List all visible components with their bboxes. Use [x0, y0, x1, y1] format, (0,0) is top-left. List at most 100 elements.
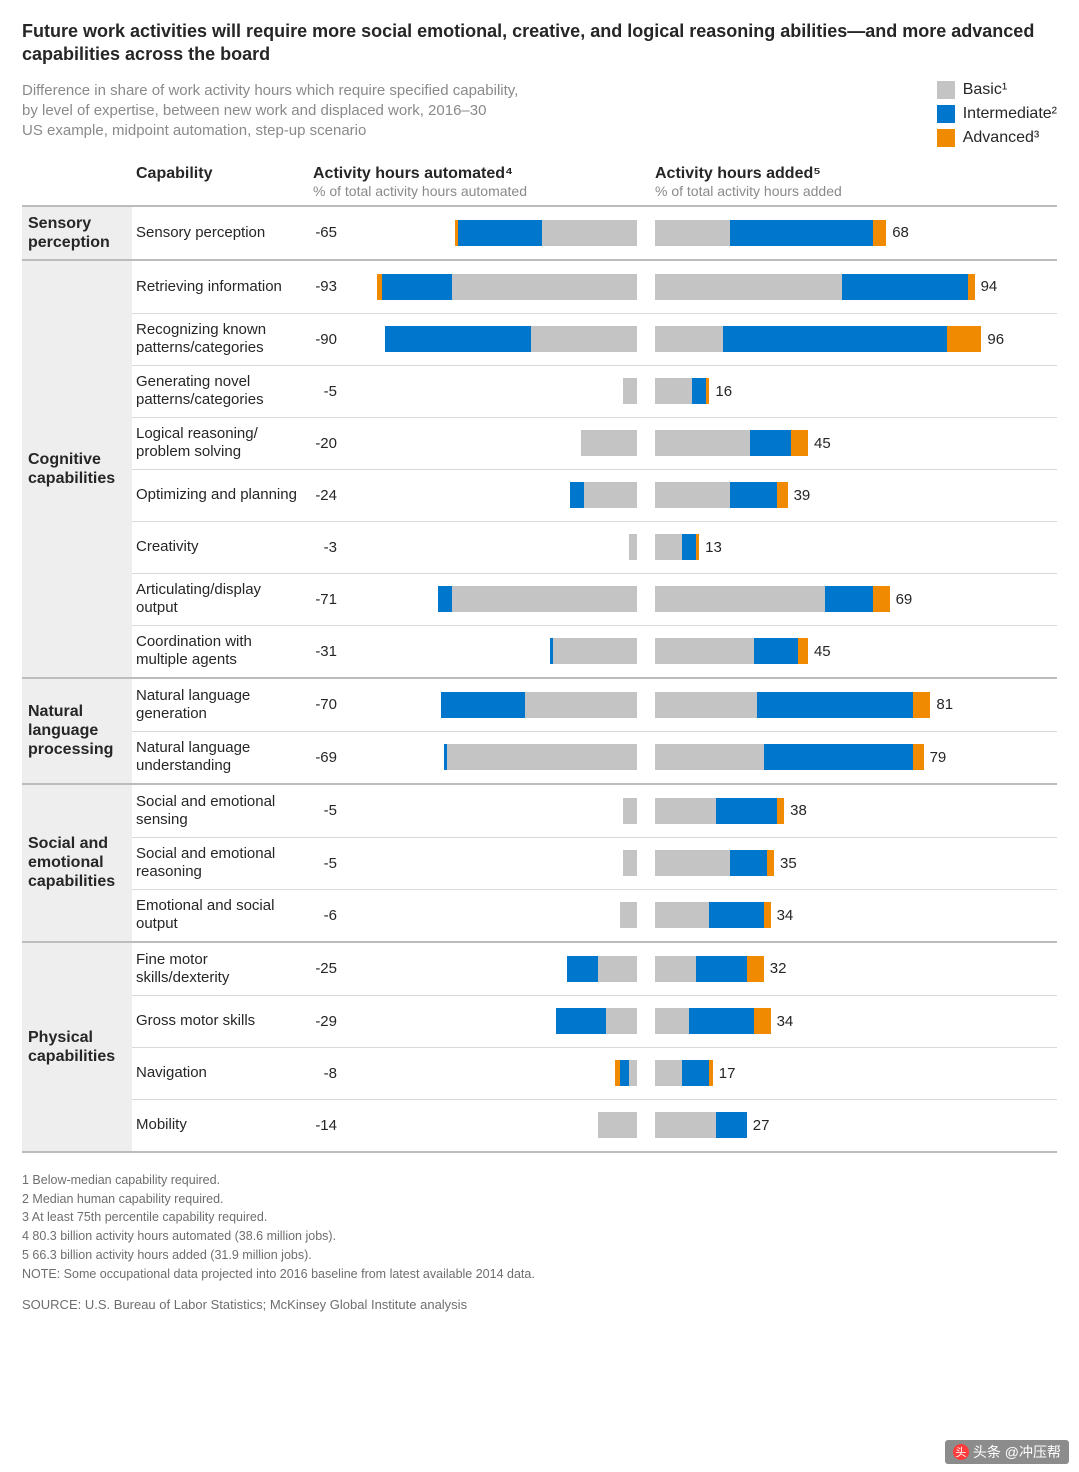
capability-group: Sensory perceptionSensory perception-656… — [22, 205, 1057, 259]
bar-segment-intermediate — [620, 1060, 628, 1086]
automated-value: -93 — [307, 278, 343, 295]
footnote-line: 5 66.3 billion activity hours added (31.… — [22, 1246, 1057, 1265]
bar-segment-basic — [525, 692, 637, 718]
bar-segment-basic — [623, 850, 637, 876]
bar-segment-advanced — [791, 430, 808, 456]
bar-segment-intermediate — [556, 1008, 606, 1034]
bar-segment-basic — [606, 1008, 637, 1034]
added-value: 45 — [808, 643, 831, 660]
automated-value: -5 — [307, 802, 343, 819]
automated-bar — [629, 534, 637, 560]
automated-bar — [581, 430, 637, 456]
added-bar — [655, 692, 930, 718]
bar-segment-advanced — [873, 586, 890, 612]
added-value: 81 — [930, 696, 953, 713]
watermark-icon: 头 — [953, 1444, 969, 1460]
bar-segment-basic — [655, 692, 757, 718]
added-value: 38 — [784, 802, 807, 819]
automated-value: -5 — [307, 855, 343, 872]
bar-segment-intermediate — [682, 1060, 709, 1086]
added-bar — [655, 1008, 771, 1034]
watermark: 头 头条 @冲压帮 — [945, 1440, 1069, 1464]
bar-segment-advanced — [767, 850, 774, 876]
footnote-line: 4 80.3 billion activity hours automated … — [22, 1227, 1057, 1246]
bar-segment-intermediate — [709, 902, 763, 928]
bar-segment-basic — [655, 798, 716, 824]
row-label: Generating novel patterns/categories — [132, 373, 307, 409]
bar-segment-intermediate — [723, 326, 947, 352]
bar-segment-basic — [542, 220, 637, 246]
automated-value: -6 — [307, 907, 343, 924]
row-label: Coordination with multiple agents — [132, 633, 307, 669]
table-row: Emotional and social output-6 34 — [132, 889, 1057, 941]
automated-bar — [550, 638, 637, 664]
bar-segment-advanced — [873, 220, 887, 246]
subhead-line3: US example, midpoint automation, step-up… — [22, 121, 518, 141]
capability-group: Natural language processingNatural langu… — [22, 677, 1057, 783]
automated-bar — [377, 274, 637, 300]
table-row: Fine motor skills/dexterity-2532 — [132, 943, 1057, 995]
added-bar — [655, 378, 709, 404]
swatch-advanced — [937, 129, 955, 147]
added-value: 27 — [747, 1117, 770, 1134]
row-label: Creativity — [132, 538, 307, 556]
added-bar — [655, 956, 764, 982]
bar-segment-basic — [553, 638, 637, 664]
added-bar — [655, 220, 886, 246]
row-label: Fine motor skills/dexterity — [132, 951, 307, 987]
added-value: 79 — [924, 749, 947, 766]
automated-value: -31 — [307, 643, 343, 660]
bar-segment-intermediate — [764, 744, 914, 770]
bar-segment-intermediate — [750, 430, 791, 456]
legend-advanced-label: Advanced³ — [963, 129, 1040, 147]
footnotes: 1 Below-median capability required.2 Med… — [22, 1171, 1057, 1284]
bar-segment-intermediate — [757, 692, 913, 718]
bar-segment-advanced — [913, 692, 930, 718]
added-value: 96 — [981, 331, 1004, 348]
group-label: Natural language processing — [22, 679, 132, 783]
automated-bar — [455, 220, 637, 246]
automated-value: -65 — [307, 224, 343, 241]
table-row: Logical reasoning/ problem solving-2045 — [132, 417, 1057, 469]
bar-segment-basic — [655, 1060, 682, 1086]
chart-subhead: Difference in share of work activity hou… — [22, 81, 518, 147]
bar-segment-basic — [655, 638, 754, 664]
bar-segment-advanced — [798, 638, 808, 664]
bar-segment-advanced — [913, 744, 923, 770]
added-value: 94 — [975, 278, 998, 295]
added-bar — [655, 902, 771, 928]
row-label: Social and emotional reasoning — [132, 845, 307, 881]
bar-segment-intermediate — [458, 220, 542, 246]
bar-segment-intermediate — [716, 798, 777, 824]
footnote-line: 3 At least 75th percentile capability re… — [22, 1208, 1057, 1227]
legend-intermediate: Intermediate² — [937, 105, 1057, 123]
bar-segment-basic — [655, 956, 696, 982]
group-label: Sensory perception — [22, 207, 132, 259]
col-added-sub: % of total activity hours added — [655, 183, 1025, 199]
automated-value: -25 — [307, 960, 343, 977]
bar-segment-intermediate — [696, 956, 747, 982]
bar-segment-intermediate — [730, 482, 778, 508]
footnote-line: NOTE: Some occupational data projected i… — [22, 1265, 1057, 1284]
bar-segment-intermediate — [682, 534, 696, 560]
group-label: Cognitive capabilities — [22, 261, 132, 677]
row-label: Navigation — [132, 1064, 307, 1082]
automated-bar — [598, 1112, 637, 1138]
automated-value: -3 — [307, 539, 343, 556]
added-value: 45 — [808, 435, 831, 452]
added-bar — [655, 798, 784, 824]
subhead-row: Difference in share of work activity hou… — [22, 81, 1057, 147]
bar-segment-basic — [655, 850, 730, 876]
legend-basic: Basic¹ — [937, 81, 1057, 99]
watermark-text: 头条 @冲压帮 — [973, 1442, 1061, 1462]
added-value: 34 — [771, 907, 794, 924]
row-label: Natural language understanding — [132, 739, 307, 775]
added-bar — [655, 744, 924, 770]
row-label: Emotional and social output — [132, 897, 307, 933]
swatch-intermediate — [937, 105, 955, 123]
table-row: Social and emotional sensing-538 — [132, 785, 1057, 837]
added-value: 13 — [699, 539, 722, 556]
added-bar — [655, 534, 699, 560]
bar-segment-intermediate — [689, 1008, 754, 1034]
bar-segment-basic — [655, 534, 682, 560]
